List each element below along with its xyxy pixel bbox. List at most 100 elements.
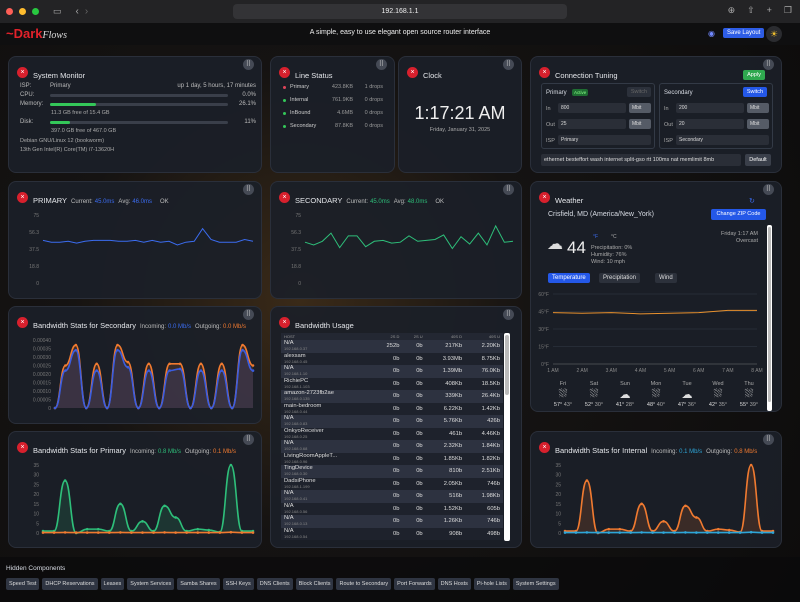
share-icon[interactable]: ⇧ <box>747 5 755 15</box>
fahrenheit-toggle[interactable]: °F <box>593 234 599 240</box>
secondary-isp-input[interactable]: Secondary <box>676 135 769 145</box>
refresh-icon[interactable]: ↻ <box>749 198 755 205</box>
hidden-component-chip[interactable]: System Settings <box>512 578 559 590</box>
back-icon[interactable]: ‹ <box>75 6 79 17</box>
hidden-component-chip[interactable]: DNS Hosts <box>437 578 471 590</box>
series-line <box>42 227 254 246</box>
close-icon[interactable]: × <box>17 67 28 78</box>
rain-cloud-icon: ⛆ <box>744 388 754 400</box>
drag-handle-icon[interactable]: ⠿ <box>503 309 514 320</box>
in-label: In <box>664 106 669 112</box>
line-drops: 0 drops <box>364 110 383 116</box>
apply-button[interactable]: Apply <box>743 70 765 80</box>
primary-switch-button[interactable]: Switch <box>627 87 651 97</box>
maximize-window-button[interactable] <box>32 8 39 15</box>
primary-latency-chart: 0 18.8 37.5 56.3 75 <box>29 213 254 287</box>
host-cell: N/A 192.168.0.37 <box>281 340 374 353</box>
minimize-window-button[interactable] <box>19 8 26 15</box>
hidden-component-chip[interactable]: SSH Keys <box>222 578 254 590</box>
close-icon[interactable]: × <box>17 192 28 203</box>
drag-handle-icon[interactable]: ⠿ <box>243 59 254 70</box>
new-tab-icon[interactable]: + <box>766 5 772 15</box>
bandwidth-internal-card: × ⠿ Bandwidth Stats for Internal Incoming:… <box>530 431 782 548</box>
save-layout-button[interactable]: Save Layout <box>723 28 765 38</box>
close-window-button[interactable] <box>6 8 13 15</box>
close-icon[interactable]: × <box>279 317 290 328</box>
close-icon[interactable]: × <box>407 67 418 78</box>
drag-handle-icon[interactable]: ⠿ <box>243 434 254 445</box>
data-point <box>141 520 144 523</box>
forward-icon[interactable]: › <box>84 6 89 17</box>
hidden-component-chip[interactable]: Port Forwards <box>394 578 435 590</box>
close-icon[interactable]: × <box>17 442 28 453</box>
scrollbar[interactable] <box>767 225 772 411</box>
tab-temperature[interactable]: Temperature <box>548 273 590 283</box>
hidden-component-chip[interactable]: Samba Shares <box>177 578 220 590</box>
address-bar[interactable]: 192.168.1.1 <box>233 4 567 19</box>
tab-wind[interactable]: Wind <box>655 273 677 283</box>
close-icon[interactable]: × <box>17 317 28 328</box>
bandwidth-secondary-chart: 0 0.00005 0.00010 0.00015 0.00020 0.00025 0.00… <box>33 338 255 412</box>
incoming-label: Incoming: <box>651 449 678 455</box>
primary-out-unit-select[interactable]: Mbit <box>629 119 651 129</box>
tabs-icon[interactable]: ❐ <box>783 5 792 15</box>
hidden-component-chip[interactable]: DNS Clients <box>256 578 293 590</box>
drag-handle-icon[interactable]: ⠿ <box>763 434 774 445</box>
data-point <box>618 531 622 534</box>
data-point <box>716 527 720 531</box>
hidden-component-chip[interactable]: Leases <box>100 578 125 590</box>
hidden-component-chip[interactable]: Speed Test <box>6 578 40 590</box>
value-cell: 8.75Kb <box>465 352 503 365</box>
drag-handle-icon[interactable]: ⠿ <box>243 309 254 320</box>
theme-toggle-sun-icon[interactable]: ☀ <box>766 26 782 42</box>
hidden-component-chip[interactable]: Pi-hole Lists <box>473 578 510 590</box>
column-header[interactable]: 40S D <box>425 333 466 340</box>
rain-cloud-icon: ⛆ <box>713 388 723 400</box>
drag-handle-icon[interactable]: ⠿ <box>503 59 514 70</box>
hidden-component-chip[interactable]: System Services <box>127 578 175 590</box>
primary-in-input[interactable]: 800 <box>558 103 626 113</box>
drag-handle-icon[interactable]: ⠿ <box>503 184 514 195</box>
line-name: Internal <box>290 97 309 103</box>
secondary-in-input[interactable]: 200 <box>676 103 744 113</box>
cake-params-input[interactable]: ethernet besteffort wash internet split-… <box>541 154 741 166</box>
hidden-components-bar: Hidden Components Speed Test DHCP Reserva… <box>0 557 800 602</box>
hidden-component-chip[interactable]: DHCP Reservations <box>42 578 98 590</box>
sidebar-icon[interactable]: ▭ <box>53 6 62 16</box>
value-cell: 0b <box>402 427 426 440</box>
close-icon[interactable]: × <box>539 67 550 78</box>
drag-handle-icon[interactable]: ⠿ <box>763 184 774 195</box>
tab-precipitation[interactable]: Precipitation <box>599 273 641 283</box>
table-row: N/A 192.168.1.10 0b 0b 1.39Mb 76.0Kb <box>281 365 503 378</box>
celsius-toggle[interactable]: °C <box>611 234 617 240</box>
column-header[interactable]: HOST <box>281 333 374 340</box>
close-icon[interactable]: × <box>279 67 290 78</box>
secondary-in-unit-select[interactable]: Mbit <box>747 103 769 113</box>
y-tick-label: 0.00030 <box>33 355 51 361</box>
column-header[interactable]: 2S U <box>402 333 426 340</box>
primary-in-unit-select[interactable]: Mbit <box>629 103 651 113</box>
x-tick-label: 6 AM <box>693 368 704 374</box>
discord-icon[interactable]: ◉ <box>708 29 715 38</box>
primary-out-input[interactable]: 25 <box>558 119 626 129</box>
drag-handle-icon[interactable]: ⠿ <box>243 184 254 195</box>
hidden-component-chip[interactable]: Route to Secondary <box>336 578 392 590</box>
change-zip-button[interactable]: Change ZIP Code <box>711 209 766 220</box>
default-button[interactable]: Default <box>745 154 771 166</box>
close-icon[interactable]: × <box>539 192 550 203</box>
close-icon[interactable]: × <box>279 192 290 203</box>
drag-handle-icon[interactable]: ⠿ <box>376 59 387 70</box>
secondary-out-input[interactable]: 20 <box>676 119 744 129</box>
hidden-component-chip[interactable]: Block Clients <box>295 578 334 590</box>
drag-handle-icon[interactable]: ⠿ <box>763 59 774 70</box>
column-header[interactable]: 2S D <box>373 333 403 340</box>
close-icon[interactable]: × <box>539 442 550 453</box>
primary-isp-input[interactable]: Primary <box>558 135 651 145</box>
secondary-switch-button[interactable]: Switch <box>743 87 767 97</box>
line-status-card: × ⠿ Line Status Primary 423.8KB 1 drops Inte… <box>270 56 395 173</box>
download-icon[interactable]: ⊕ <box>727 5 736 15</box>
out-label: Out <box>664 122 673 128</box>
column-header[interactable]: 40S U <box>465 333 503 340</box>
scrollbar[interactable] <box>504 333 510 541</box>
secondary-out-unit-select[interactable]: Mbit <box>747 119 769 129</box>
